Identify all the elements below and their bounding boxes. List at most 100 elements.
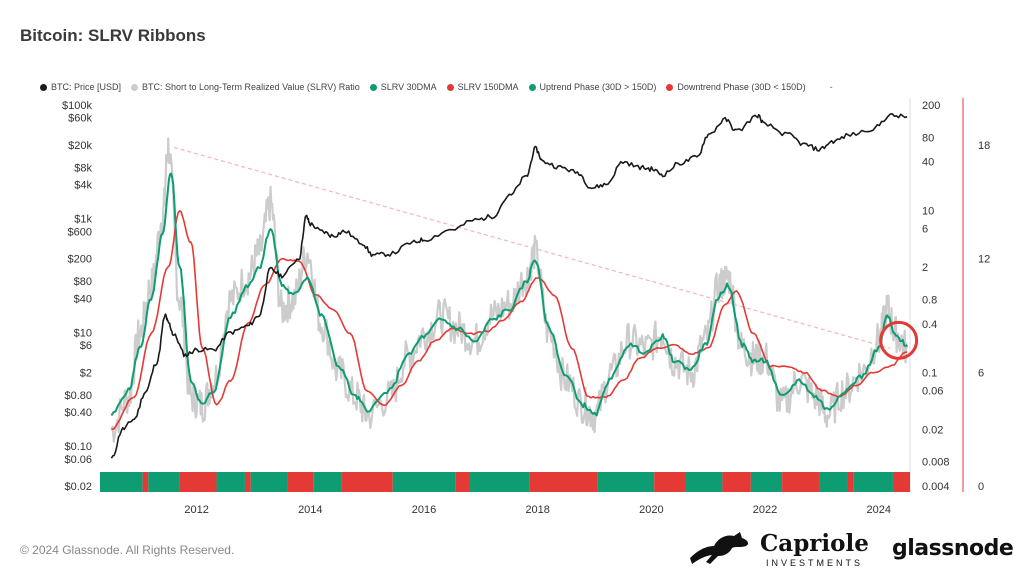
phase-segment-13: [529, 472, 598, 492]
phase-segment-12: [469, 472, 530, 492]
highlight-layer: [879, 320, 919, 360]
phase-segment-7: [287, 472, 314, 492]
legend-label-ma30: SLRV 30DMA: [380, 82, 437, 92]
left-tick-label: $600: [68, 226, 92, 238]
right-tick-label: 0.1: [922, 368, 937, 380]
right-tick-label: 0.8: [922, 294, 937, 306]
x-tick-label: 2024: [866, 504, 890, 516]
legend-item-ma150[interactable]: SLRV 150DMA: [446, 82, 519, 92]
series-price-line: [110, 113, 908, 459]
legend-label-downtrend: Downtrend Phase (30D < 150D): [677, 82, 806, 92]
phase-segment-19: [782, 472, 820, 492]
legend-label-slrv: BTC: Short to Long-Term Realized Value (…: [142, 82, 360, 92]
left-tick-label: $8k: [74, 162, 92, 174]
axis-labels: $100k$60k$20k$8k$4k$1k$600$200$80$40$10$…: [62, 100, 990, 516]
phase-segment-5: [244, 472, 251, 492]
phase-segment-18: [750, 472, 783, 492]
capriole-logo: Capriole INVESTMENTS: [688, 526, 878, 570]
legend-label-uptrend: Uptrend Phase (30D > 150D): [539, 82, 657, 92]
right-tick-label: 0.008: [922, 457, 950, 469]
legend-item-ma30[interactable]: SLRV 30DMA: [369, 82, 437, 92]
left-tick-label: $40: [74, 293, 92, 305]
right-tick-label: 0.004: [922, 481, 950, 493]
legend-item-slrv[interactable]: BTC: Short to Long-Term Realized Value (…: [131, 82, 360, 92]
left-tick-label: $200: [68, 254, 92, 266]
legend-item-downtrend[interactable]: Downtrend Phase (30D < 150D): [666, 82, 806, 92]
left-tick-label: $0.02: [64, 481, 92, 493]
left-tick-label: $20k: [68, 140, 92, 152]
horse-icon: [690, 532, 749, 564]
left-tick-label: $0.06: [64, 454, 92, 466]
left-tick-label: $1k: [74, 214, 92, 226]
legend-label-price: BTC: Price [USD]: [51, 82, 122, 92]
phase-segment-14: [597, 472, 655, 492]
phase-segment-2: [148, 472, 180, 492]
right-tick-label: 0.06: [922, 386, 943, 398]
right2-tick-label: 18: [978, 140, 990, 152]
phase-segment-20: [819, 472, 848, 492]
legend-dot-ma150: [446, 83, 454, 91]
right-tick-label: 200: [922, 100, 940, 112]
phase-segment-1: [142, 472, 149, 492]
phase-segment-22: [853, 472, 893, 492]
x-tick-label: 2018: [525, 504, 549, 516]
series-slrv-line: [110, 137, 909, 443]
legend-item-uptrend[interactable]: Uptrend Phase (30D > 150D): [528, 82, 657, 92]
phase-segment-17: [722, 472, 751, 492]
left-tick-label: $2: [80, 367, 92, 379]
phase-segment-8: [313, 472, 342, 492]
copyright-text: © 2024 Glassnode. All Rights Reserved.: [20, 543, 235, 557]
left-tick-label: $6: [80, 340, 92, 352]
phase-segment-10: [392, 472, 456, 492]
right2-tick-label: 0: [978, 481, 984, 493]
page-title: Bitcoin: SLRV Ribbons: [20, 26, 206, 45]
right-tick-label: 40: [922, 157, 934, 169]
glassnode-logo: glassnode: [892, 536, 1014, 561]
legend-item-price[interactable]: BTC: Price [USD]: [40, 82, 121, 92]
phase-segment-9: [341, 472, 393, 492]
legend-dot-uptrend: [528, 83, 536, 91]
right2-tick-label: 6: [978, 367, 984, 379]
right2-tick-label: 12: [978, 254, 990, 266]
legend-dot-slrv: [131, 83, 139, 91]
phase-segment-16: [685, 472, 723, 492]
phase-segment-23: [892, 472, 910, 492]
phase-segment-15: [654, 472, 686, 492]
legend-trailing: -: [829, 82, 833, 92]
x-tick-label: 2020: [639, 504, 663, 516]
left-tick-label: $100k: [62, 100, 92, 112]
x-tick-label: 2014: [298, 504, 322, 516]
right-tick-label: 0.02: [922, 424, 943, 436]
right-tick-label: 0.4: [922, 319, 937, 331]
legend-label-ma150: SLRV 150DMA: [457, 82, 519, 92]
phase-segment-0: [100, 472, 143, 492]
series-layer: [110, 113, 909, 459]
right-tick-label: 10: [922, 205, 934, 217]
left-tick-label: $10: [74, 327, 92, 339]
left-tick-label: $60k: [68, 113, 92, 125]
right-tick-label: 80: [922, 132, 934, 144]
chart-legend: BTC: Price [USD] BTC: Short to Long-Term…: [40, 80, 833, 94]
x-tick-label: 2016: [412, 504, 436, 516]
right-tick-label: 6: [922, 223, 928, 235]
phase-segment-21: [847, 472, 854, 492]
phase-segment-4: [216, 472, 245, 492]
left-tick-label: $4k: [74, 180, 92, 192]
series-ma150-line: [111, 210, 908, 431]
right-tick-label: 2: [922, 262, 928, 274]
x-tick-label: 2022: [753, 504, 777, 516]
left-tick-label: $0.80: [64, 390, 92, 402]
capriole-name: Capriole: [760, 530, 869, 557]
legend-dot-downtrend: [666, 83, 674, 91]
left-tick-label: $0.40: [64, 407, 92, 419]
left-tick-label: $80: [74, 276, 92, 288]
phase-bar: [100, 472, 910, 492]
capriole-sub: INVESTMENTS: [766, 558, 864, 568]
phase-segment-11: [455, 472, 470, 492]
left-tick-label: $0.10: [64, 441, 92, 453]
highlight-circle: [879, 320, 919, 360]
phase-segment-3: [179, 472, 217, 492]
legend-dot-price: [40, 83, 47, 91]
series-ma30-line: [110, 172, 908, 417]
